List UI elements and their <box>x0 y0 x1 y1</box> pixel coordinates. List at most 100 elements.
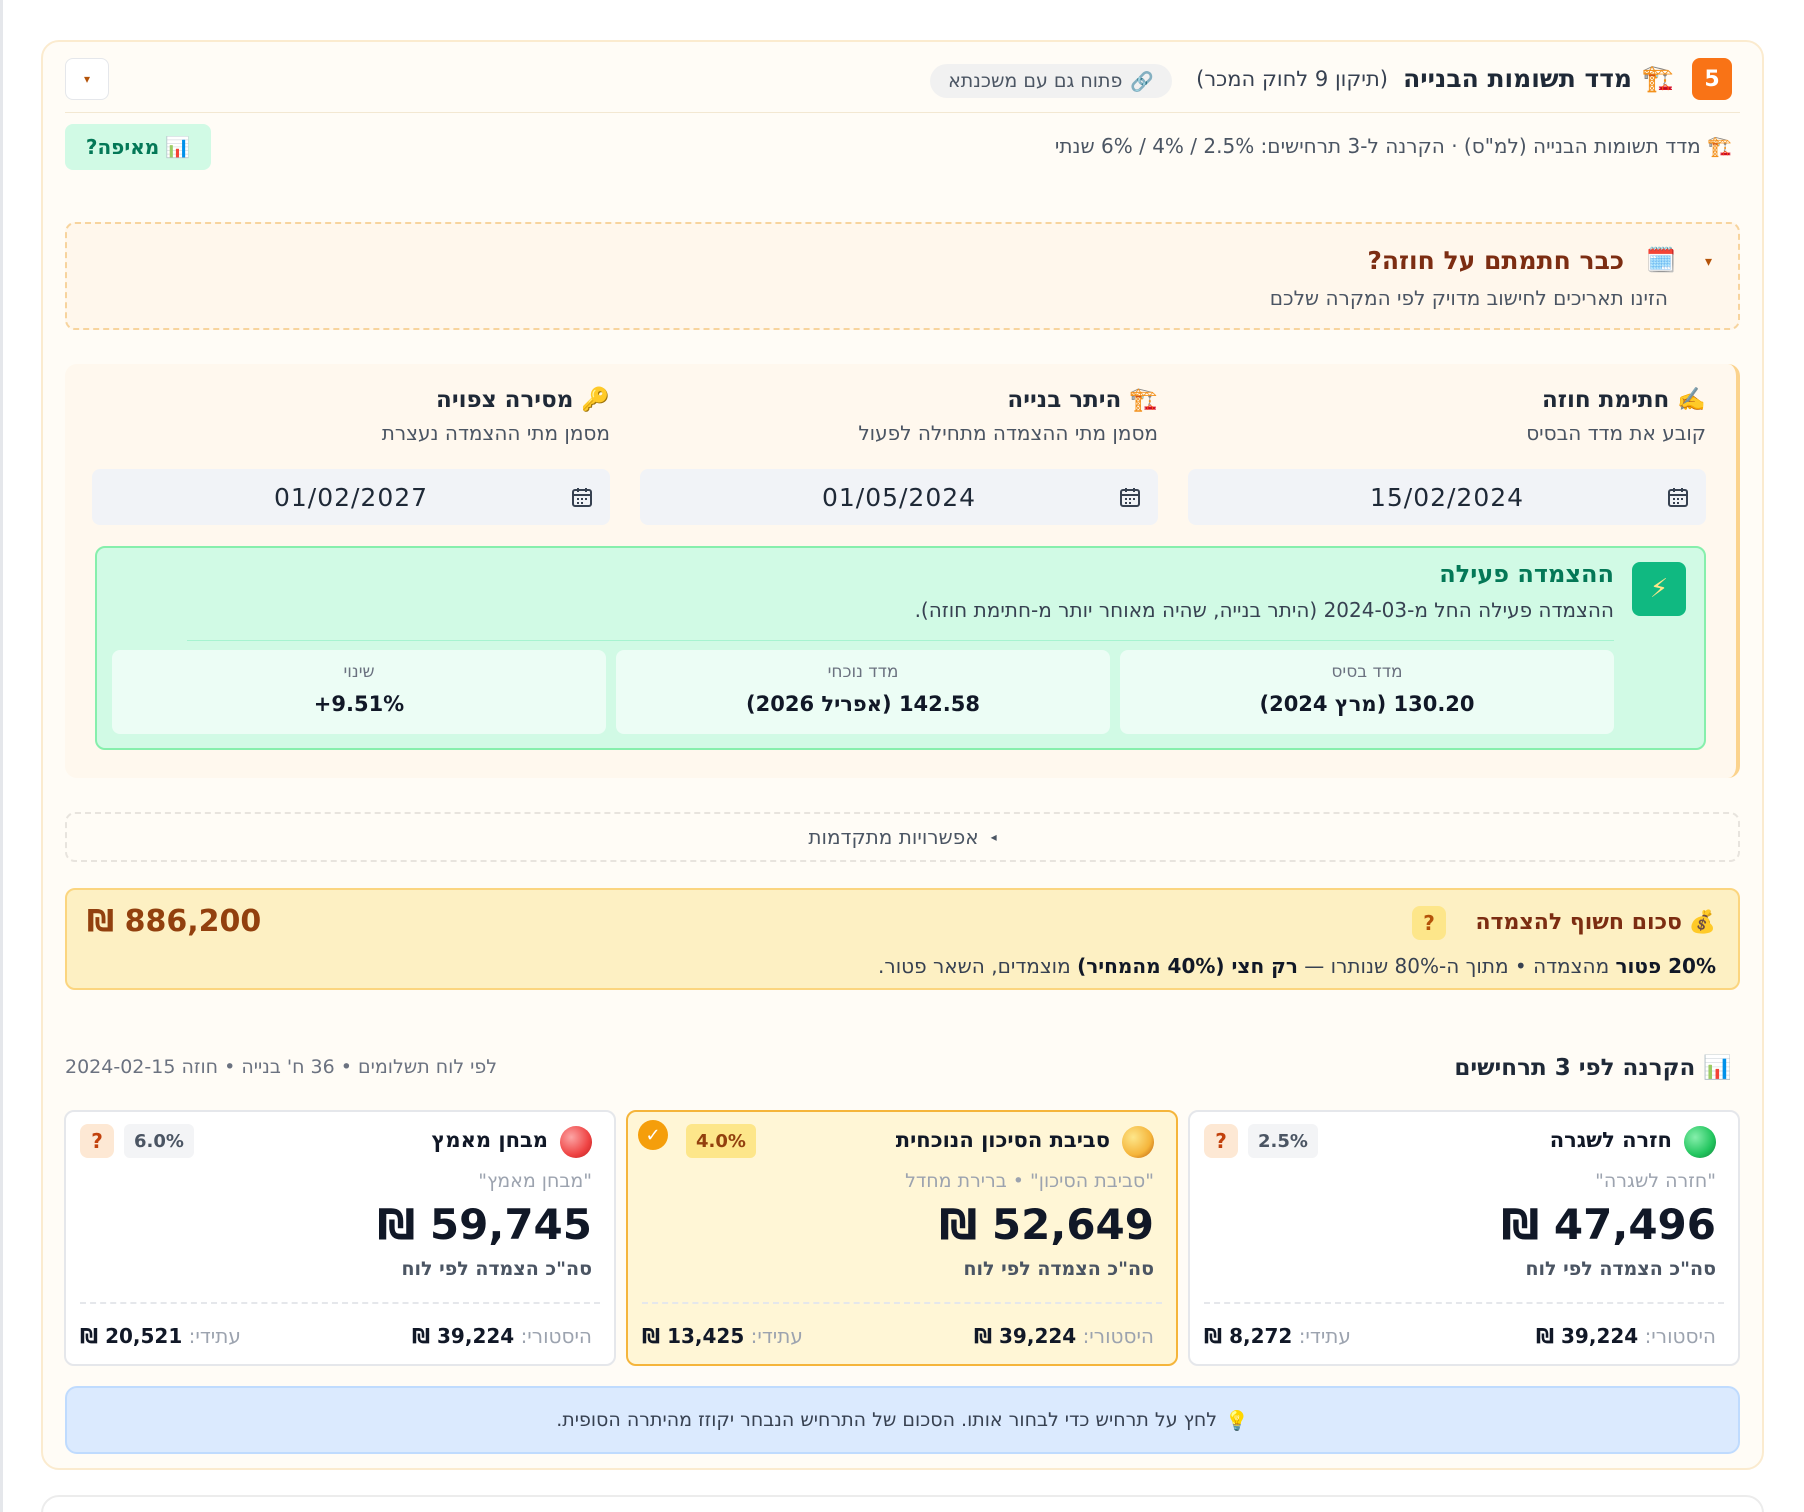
signed-contract-toggle[interactable]: ▾ 🗓️ כבר חתמתם על חוזה? הזינו תאריכים לח… <box>65 222 1740 330</box>
current-index-stat: מדד נוכחי 142.58 (אפריל 2026) <box>616 650 1110 734</box>
calendar-icon: 🗓️ <box>1646 246 1676 274</box>
scenario-total-label: סה"כ הצמדה לפי לוח <box>401 1258 592 1280</box>
selection-hint-text: לחץ על תרחיש כדי לבחור אותו. הסכום של הת… <box>556 1409 1218 1431</box>
base-index-label: מדד בסיס <box>1331 662 1403 682</box>
signed-subtitle: הזינו תאריכים לחישוב מדויק לפי המקרה שלכ… <box>1269 286 1668 310</box>
indexation-active-box: ⚡ ההצמדה פעילה ההצמדה פעילה החל מ-2024-0… <box>95 546 1706 750</box>
delivery-date-group: 🔑 מסירה צפויה מסמן מתי ההצמדה נעצרת 01/0… <box>92 386 610 525</box>
scenario-rate: 2.5% <box>1248 1124 1318 1158</box>
crane-icon: 🏗️ <box>1129 387 1158 413</box>
yellow-dot-icon <box>1122 1126 1154 1158</box>
advanced-options-label: אפשרויות מתקדמות <box>808 825 979 849</box>
base-index-value: 130.20 (מרץ 2024) <box>1259 692 1475 716</box>
chevron-left-icon: ◂ <box>990 830 997 844</box>
scenario-total-label: סה"כ הצמדה לפי לוח <box>963 1258 1154 1280</box>
future-label: עתידי: <box>750 1324 803 1348</box>
contract-date-label: חתימת חוזה <box>1542 386 1670 413</box>
historical-label: היסטורי: <box>520 1324 592 1348</box>
scenario-historical: היסטורי: 39,224 ₪ <box>974 1324 1154 1348</box>
description-line: 🏗️ מדד תשומות הבנייה (למ"ס) · הקרנה ל-3 … <box>1055 134 1732 158</box>
scenario-future: עתידי: 20,521 ₪ <box>80 1324 241 1348</box>
scenario-help-button[interactable]: ? <box>80 1124 114 1158</box>
link-icon: 🔗 <box>1130 70 1154 93</box>
historical-value: 39,224 ₪ <box>973 1324 1077 1348</box>
historical-value: 39,224 ₪ <box>411 1324 515 1348</box>
construction-index-card: 5 🏗️ מדד תשומות הבנייה (תיקון 9 לחוק המכ… <box>41 40 1764 1470</box>
scenario-historical: היסטורי: 39,224 ₪ <box>412 1324 592 1348</box>
current-index-label: מדד נוכחי <box>827 662 899 682</box>
scenario-total-label: סה"כ הצמדה לפי לוח <box>1525 1258 1716 1280</box>
scenario-amount: 59,745 ₪ <box>377 1200 592 1249</box>
selection-hint: 💡 לחץ על תרחיש כדי לבחור אותו. הסכום של … <box>65 1386 1740 1454</box>
future-value: 20,521 ₪ <box>80 1324 183 1348</box>
future-value: 8,272 ₪ <box>1204 1324 1293 1348</box>
delivery-date-value: 01/02/2027 <box>273 482 429 512</box>
current-index-value: 142.58 (אפריל 2026) <box>746 692 980 716</box>
scenario-divider <box>642 1302 1162 1304</box>
change-label: שינוי <box>343 662 375 682</box>
card-header[interactable]: 5 🏗️ מדד תשומות הבנייה (תיקון 9 לחוק המכ… <box>73 58 1732 102</box>
scenario-quote: "חזרה לשגרה" <box>1595 1170 1716 1192</box>
exposed-amount-box: 💰 סכום חשוף להצמדה ? 886,200 ₪ 20% פטור … <box>65 888 1740 990</box>
scenario-divider <box>1204 1302 1724 1304</box>
permit-date-label: היתר בנייה <box>1007 386 1122 413</box>
scenario-help-button[interactable]: ? <box>1204 1124 1238 1158</box>
exposure-help-button[interactable]: ? <box>1412 906 1446 940</box>
scenario-card-normal[interactable]: חזרה לשגרה 2.5% ? "חזרה לשגרה" 47,496 ₪ … <box>1188 1110 1740 1366</box>
contract-date-hint: קובע את מדד הבסיס <box>1526 421 1706 445</box>
projection-title: 📊 הקרנה לפי 3 תרחישים <box>1454 1054 1732 1081</box>
card-subtitle: (תיקון 9 לחוק המכר) <box>1196 67 1388 91</box>
open-chip-label: פתוח גם עם משכנתא <box>948 70 1123 92</box>
exempt-percent: 20% פטור <box>1615 954 1716 978</box>
collapse-button[interactable]: ▾ <box>65 58 109 100</box>
permit-date-value: 01/05/2024 <box>821 482 977 512</box>
calendar-icon[interactable] <box>1118 485 1142 509</box>
projection-meta: לפי לוח תשלומים • 36 ח' בנייה • חוזה 202… <box>65 1056 498 1078</box>
crane-icon: 🏗️ <box>1707 134 1732 158</box>
scenario-amount: 47,496 ₪ <box>1501 1200 1716 1249</box>
future-label: עתידי: <box>188 1324 241 1348</box>
exposed-amount-title: סכום חשוף להצמדה <box>1475 910 1682 935</box>
scenario-name: מבחן מאמץ <box>431 1128 548 1152</box>
exposure-detail-end: מוצמדים, השאר פטור. <box>878 954 1078 978</box>
scenario-card-stress[interactable]: מבחן מאמץ 6.0% ? "מבחן מאמץ" 59,745 ₪ סה… <box>64 1110 616 1366</box>
scenario-quote: "סביבת הסיכון" • ברירת מחדל <box>905 1170 1154 1192</box>
dates-panel: ✍️ חתימת חוזה קובע את מדד הבסיס 15/02/20… <box>65 364 1740 778</box>
future-value: 13,425 ₪ <box>642 1324 745 1348</box>
where-from-button[interactable]: 📊 מאיפה? <box>65 124 211 170</box>
signed-title: כבר חתמתם על חוזה? <box>1367 246 1624 275</box>
future-label: עתידי: <box>1298 1324 1351 1348</box>
chart-icon: 📊 <box>165 135 191 159</box>
scenario-name: חזרה לשגרה <box>1549 1128 1672 1152</box>
scenario-card-current-risk[interactable]: סביבת הסיכון הנוכחית 4.0% ✓ "סביבת הסיכו… <box>626 1110 1178 1366</box>
scenario-amount: 52,649 ₪ <box>939 1200 1154 1249</box>
advanced-options-toggle[interactable]: ◂ אפשרויות מתקדמות <box>65 812 1740 862</box>
contract-date-group: ✍️ חתימת חוזה קובע את מדד הבסיס 15/02/20… <box>1188 386 1706 525</box>
base-index-stat: מדד בסיס 130.20 (מרץ 2024) <box>1120 650 1614 734</box>
permit-date-input[interactable]: 01/05/2024 <box>640 469 1158 525</box>
calendar-icon[interactable] <box>570 485 594 509</box>
change-value: +9.51% <box>313 692 405 716</box>
historical-label: היסטורי: <box>1082 1324 1154 1348</box>
delivery-date-hint: מסמן מתי ההצמדה נעצרת <box>381 421 610 445</box>
half-indexed: רק חצי (40% מהמחיר) <box>1077 954 1298 978</box>
chart-icon: 📊 <box>1703 1055 1732 1081</box>
delivery-date-label: מסירה צפויה <box>436 386 574 413</box>
header-divider <box>65 112 1740 113</box>
exposure-detail: 20% פטור מהצמדה • מתוך ה-80% שנותרו — רק… <box>878 954 1716 978</box>
key-icon: 🔑 <box>581 387 610 413</box>
scenario-future: עתידי: 8,272 ₪ <box>1204 1324 1351 1348</box>
red-dot-icon <box>560 1126 592 1158</box>
projection-title-text: הקרנה לפי 3 תרחישים <box>1454 1055 1696 1081</box>
description-text: מדד תשומות הבנייה (למ"ס) · הקרנה ל-3 תרח… <box>1054 134 1701 158</box>
open-with-mortgage-chip: 🔗 פתוח גם עם משכנתא <box>930 64 1172 98</box>
lightbulb-icon: 💡 <box>1225 1409 1249 1432</box>
active-divider <box>187 640 1614 641</box>
crane-icon: 🏗️ <box>1641 64 1674 94</box>
change-stat: שינוי +9.51% <box>112 650 606 734</box>
delivery-date-input[interactable]: 01/02/2027 <box>92 469 610 525</box>
writing-hand-icon: ✍️ <box>1677 387 1706 413</box>
calendar-icon[interactable] <box>1666 485 1690 509</box>
contract-date-input[interactable]: 15/02/2024 <box>1188 469 1706 525</box>
scenario-quote: "מבחן מאמץ" <box>478 1170 592 1192</box>
